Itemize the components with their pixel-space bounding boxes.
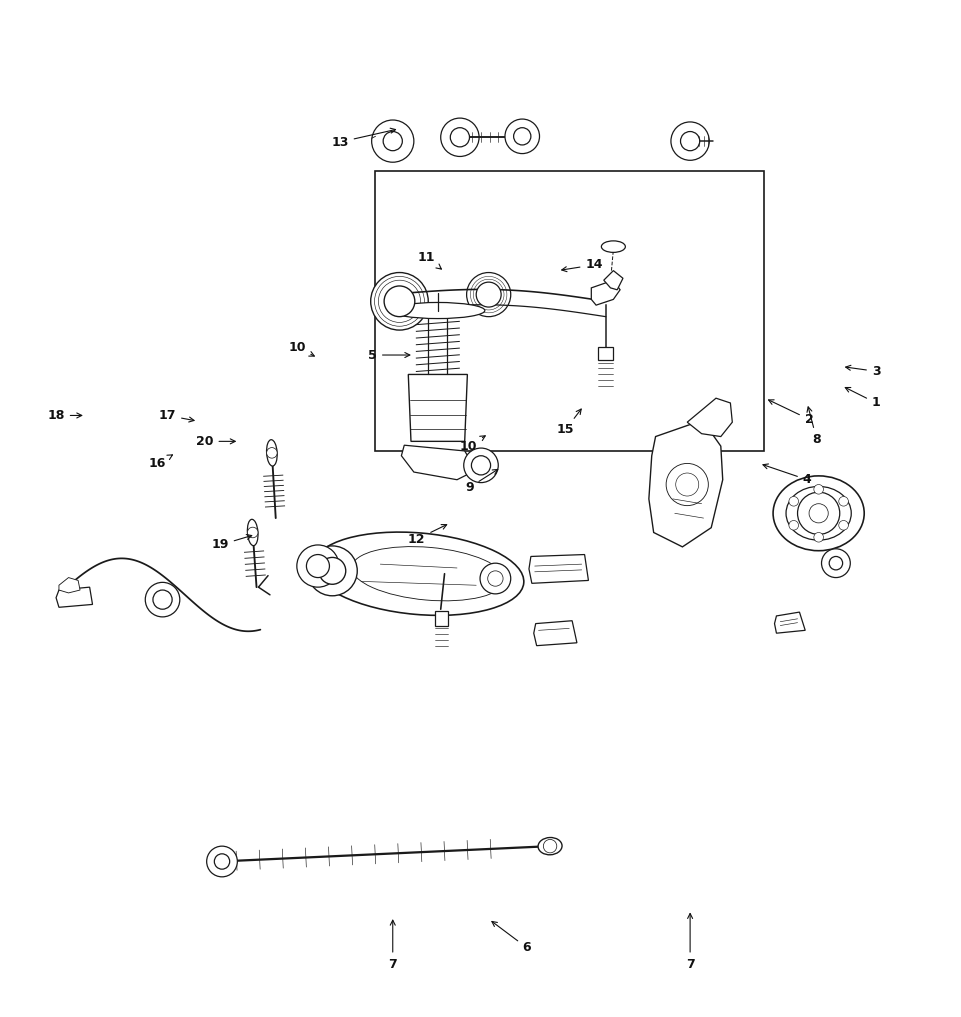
Text: 2: 2	[768, 400, 813, 426]
Text: 8: 8	[806, 407, 820, 445]
Circle shape	[838, 496, 848, 506]
Circle shape	[813, 484, 823, 494]
Polygon shape	[774, 612, 804, 634]
Ellipse shape	[601, 241, 625, 252]
Circle shape	[145, 583, 180, 617]
Circle shape	[450, 128, 469, 146]
Text: 13: 13	[331, 128, 395, 148]
Circle shape	[471, 456, 490, 475]
Polygon shape	[686, 399, 731, 436]
Text: 18: 18	[47, 409, 82, 422]
Ellipse shape	[390, 302, 484, 318]
Circle shape	[838, 521, 848, 530]
Ellipse shape	[773, 476, 863, 551]
Circle shape	[466, 273, 510, 316]
Polygon shape	[59, 578, 80, 593]
Circle shape	[266, 447, 277, 458]
Ellipse shape	[352, 546, 505, 601]
Polygon shape	[604, 271, 623, 290]
Text: 11: 11	[417, 250, 441, 270]
Circle shape	[670, 122, 708, 161]
Circle shape	[665, 464, 707, 505]
Circle shape	[371, 120, 413, 163]
Bar	[434, 611, 448, 625]
Bar	[598, 348, 613, 360]
Polygon shape	[401, 445, 476, 480]
Circle shape	[318, 557, 345, 585]
Ellipse shape	[247, 520, 258, 546]
Circle shape	[675, 473, 698, 496]
Text: 17: 17	[159, 409, 194, 422]
Circle shape	[382, 131, 402, 151]
Text: 1: 1	[845, 387, 879, 410]
Polygon shape	[648, 422, 722, 547]
Text: 4: 4	[762, 464, 811, 486]
Circle shape	[487, 571, 503, 586]
Circle shape	[383, 286, 414, 316]
Circle shape	[679, 131, 699, 151]
Polygon shape	[533, 620, 577, 646]
Circle shape	[307, 554, 329, 578]
Circle shape	[513, 128, 530, 145]
Circle shape	[308, 546, 357, 596]
Circle shape	[821, 549, 850, 578]
Circle shape	[476, 282, 501, 307]
Ellipse shape	[313, 532, 524, 615]
Circle shape	[153, 590, 172, 609]
Text: 20: 20	[196, 435, 235, 447]
Ellipse shape	[785, 486, 850, 540]
Circle shape	[828, 556, 842, 570]
Polygon shape	[407, 374, 467, 441]
Text: 6: 6	[491, 921, 530, 954]
Circle shape	[297, 545, 338, 587]
Text: 7: 7	[685, 913, 694, 970]
Circle shape	[543, 839, 556, 853]
Circle shape	[207, 846, 237, 877]
Text: 15: 15	[556, 409, 580, 436]
Text: 14: 14	[561, 258, 603, 272]
Circle shape	[788, 521, 798, 530]
Text: 5: 5	[368, 349, 409, 361]
Text: 9: 9	[465, 470, 497, 494]
Circle shape	[214, 854, 230, 870]
Text: 10: 10	[459, 436, 484, 453]
Circle shape	[813, 533, 823, 542]
Text: 10: 10	[287, 341, 314, 356]
Polygon shape	[56, 587, 92, 607]
Text: 19: 19	[211, 535, 252, 551]
Circle shape	[788, 496, 798, 506]
Ellipse shape	[537, 838, 561, 854]
Circle shape	[370, 273, 428, 331]
Polygon shape	[529, 554, 588, 584]
Bar	[375, 171, 763, 451]
Circle shape	[480, 563, 510, 594]
Text: 3: 3	[845, 365, 879, 378]
Circle shape	[505, 119, 539, 154]
Text: 12: 12	[407, 525, 446, 546]
Ellipse shape	[266, 439, 277, 466]
Text: 16: 16	[149, 455, 172, 470]
Circle shape	[247, 527, 258, 538]
Polygon shape	[591, 281, 620, 305]
Circle shape	[463, 448, 498, 483]
Circle shape	[797, 492, 839, 534]
Circle shape	[808, 503, 827, 523]
Circle shape	[440, 118, 479, 157]
Text: 7: 7	[388, 920, 397, 970]
